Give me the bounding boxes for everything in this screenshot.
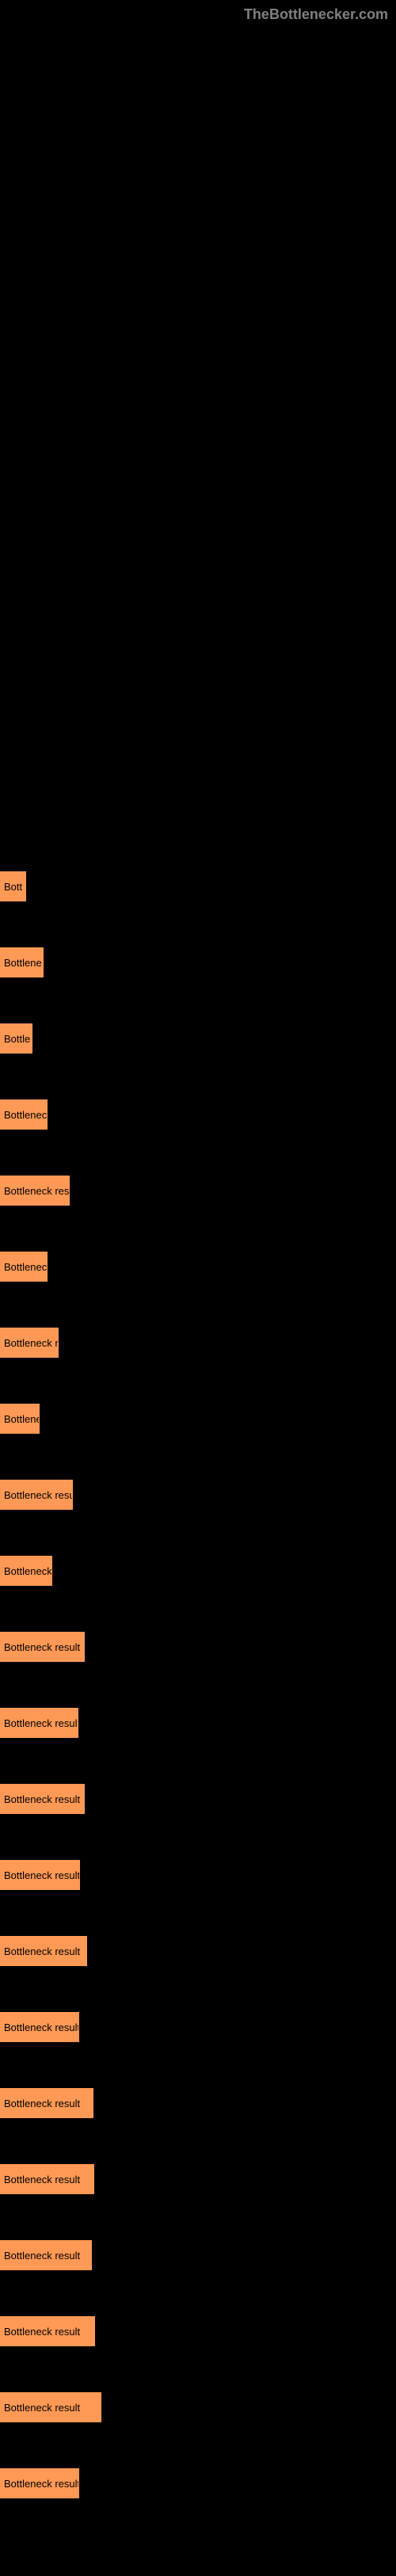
bar-row: Bottleneck resu (0, 1480, 396, 1510)
chart-bar: Bott (0, 871, 26, 901)
chart-bar: Bottle (0, 1023, 32, 1054)
bar-row: Bottleneck res (0, 1176, 396, 1206)
bar-row: Bottlene (0, 947, 396, 977)
bar-row: Bottleneck result (0, 2088, 396, 2118)
chart-bar: Bottleneck (0, 1099, 48, 1130)
chart-bar: Bottleneck (0, 1252, 48, 1282)
chart-bar: Bottleneck result (0, 2316, 95, 2346)
chart-bar: Bottleneck result (0, 1860, 80, 1890)
chart-bar: Bottleneck result (0, 1784, 85, 1814)
bar-row: Bottleneck result (0, 1632, 396, 1662)
chart-bar: Bottleneck result (0, 2468, 79, 2498)
chart-bar: Bottleneck result (0, 2392, 101, 2422)
chart-bar: Bottleneck result (0, 1936, 87, 1966)
bar-row: Bottleneck result (0, 1860, 396, 1890)
bar-row: Bottleneck result (0, 2392, 396, 2422)
bar-row: Bottleneck result (0, 2468, 396, 2498)
bar-row: Bott (0, 871, 396, 901)
bar-row: Bottleneck result (0, 2240, 396, 2270)
chart-bar: Bottleneck result (0, 1708, 78, 1738)
bar-row: Bottlene (0, 1404, 396, 1434)
chart-bar: Bottleneck result (0, 2240, 92, 2270)
bar-row: Bottle (0, 1023, 396, 1054)
bar-row: Bottleneck result (0, 1784, 396, 1814)
bar-row: Bottleneck (0, 1556, 396, 1586)
bar-row: Bottleneck result (0, 2012, 396, 2042)
bar-chart: Bott Bottlene Bottle Bottleneck Bottleneck r… (0, 0, 396, 2576)
bar-row: Bottleneck result (0, 1936, 396, 1966)
chart-bar: Bottlene (0, 947, 44, 977)
chart-bar: Bottlene (0, 1404, 40, 1434)
bar-row: Bottleneck r (0, 1328, 396, 1358)
bar-row: Bottleneck result (0, 2164, 396, 2194)
chart-bar: Bottleneck result (0, 1632, 85, 1662)
chart-bar: Bottleneck r (0, 1328, 59, 1358)
bar-row: Bottleneck result (0, 2316, 396, 2346)
chart-bar: Bottleneck resu (0, 1480, 73, 1510)
bar-row: Bottleneck result (0, 1708, 396, 1738)
bar-row: Bottleneck (0, 1252, 396, 1282)
bar-row: Bottleneck (0, 1099, 396, 1130)
chart-bar: Bottleneck result (0, 2088, 93, 2118)
chart-bar: Bottleneck result (0, 2164, 94, 2194)
chart-bar: Bottleneck result (0, 2012, 79, 2042)
chart-bar: Bottleneck (0, 1556, 52, 1586)
chart-bar: Bottleneck res (0, 1176, 70, 1206)
